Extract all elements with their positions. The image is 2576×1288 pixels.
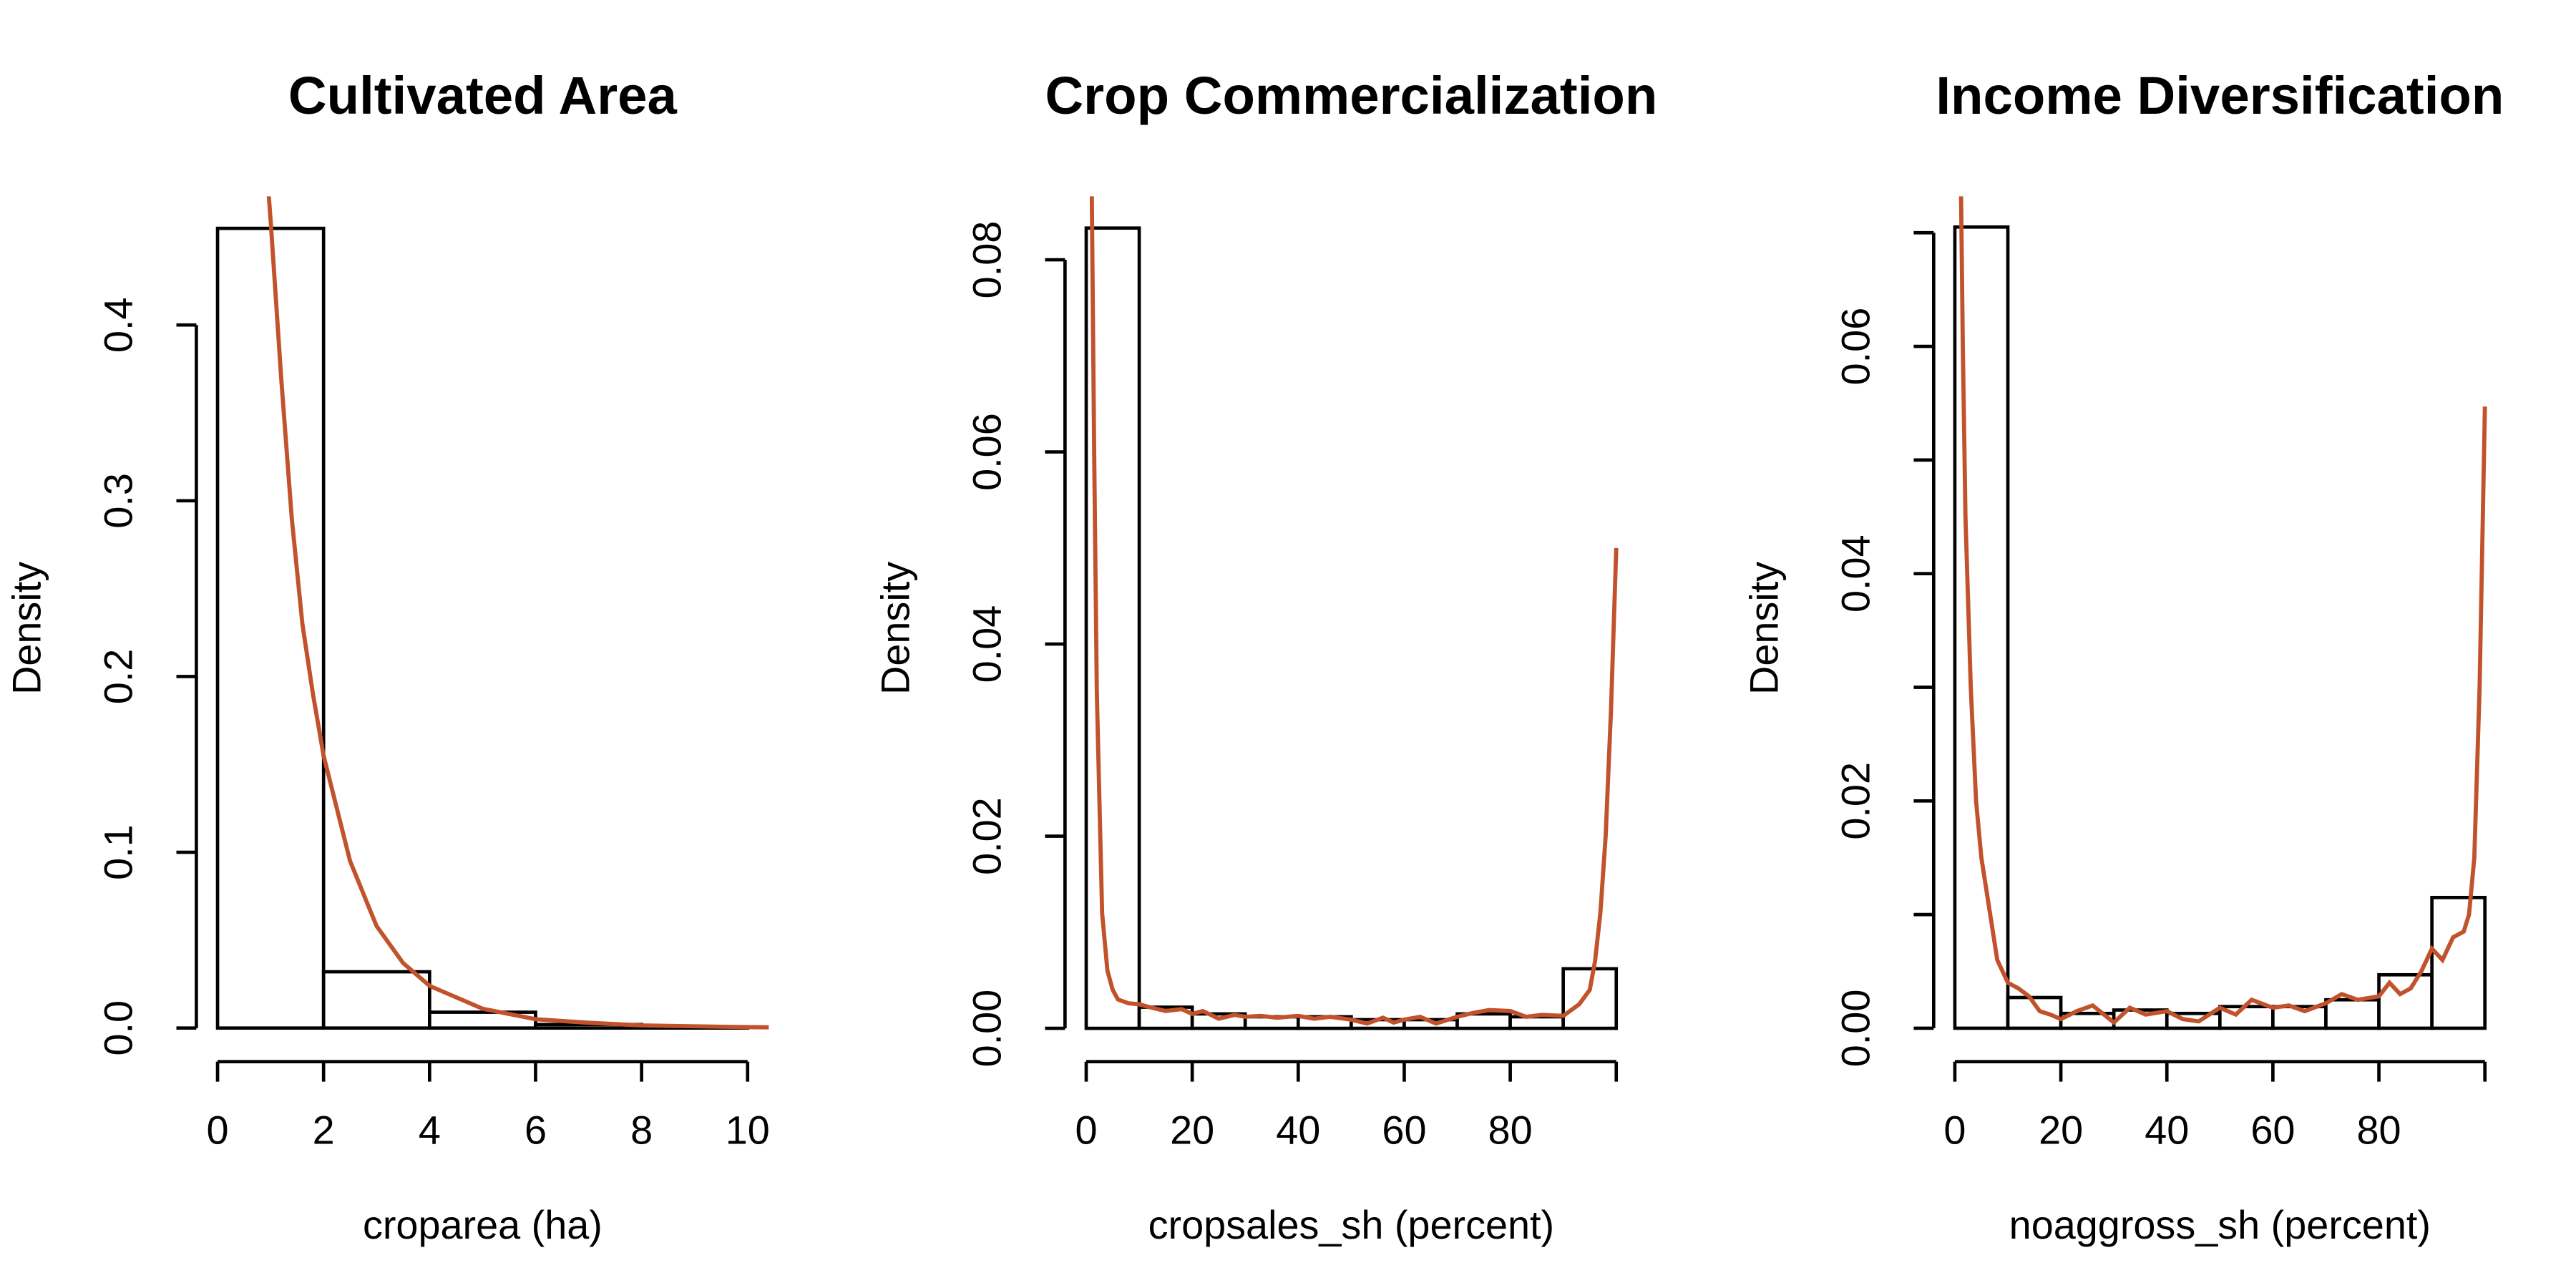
bar bbox=[215, 226, 326, 1030]
x-tick-label: 40 bbox=[2145, 1107, 2189, 1152]
y-tick-label: 0.08 bbox=[964, 221, 1009, 299]
x-tick-label: 60 bbox=[1382, 1107, 1426, 1152]
density-curve bbox=[1958, 196, 2487, 1025]
y-tick-label: 0.3 bbox=[96, 473, 141, 529]
density-curve bbox=[1089, 196, 1619, 1026]
chart-title: Cultivated Area bbox=[288, 66, 678, 125]
x-tick-label: 4 bbox=[419, 1107, 441, 1152]
bar bbox=[1508, 1015, 1565, 1030]
y-tick-label: 0.00 bbox=[1833, 990, 1878, 1068]
y-axis-label: Density bbox=[4, 562, 49, 695]
y-tick-label: 0.06 bbox=[1833, 308, 1878, 386]
x-tick-label: 0 bbox=[1075, 1107, 1097, 1152]
bar bbox=[1561, 967, 1619, 1030]
x-tick-label: 20 bbox=[2039, 1107, 2083, 1152]
x-axis-label: cropsales_sh (percent) bbox=[1148, 1202, 1555, 1247]
y-tick-label: 0.04 bbox=[1833, 535, 1878, 613]
y-tick-label: 0.02 bbox=[964, 797, 1009, 875]
y-tick-label: 0.04 bbox=[964, 605, 1009, 683]
x-tick-label: 80 bbox=[2357, 1107, 2401, 1152]
x-tick-label: 60 bbox=[2250, 1107, 2295, 1152]
y-axis-label: Density bbox=[873, 562, 918, 695]
y-tick-label: 0.2 bbox=[96, 649, 141, 705]
bar bbox=[2324, 997, 2381, 1030]
x-tick-label: 0 bbox=[207, 1107, 229, 1152]
bar bbox=[2430, 895, 2487, 1030]
x-tick-label: 40 bbox=[1276, 1107, 1320, 1152]
x-tick-label: 10 bbox=[726, 1107, 770, 1152]
x-tick-label: 20 bbox=[1170, 1107, 1214, 1152]
chart-title: Income Diversification bbox=[1936, 66, 2504, 125]
y-tick-label: 0.0 bbox=[96, 1000, 141, 1056]
y-axis-label: Density bbox=[1742, 562, 1787, 695]
x-tick-label: 8 bbox=[630, 1107, 653, 1152]
y-tick-label: 0.00 bbox=[964, 990, 1009, 1068]
y-tick-label: 0.1 bbox=[96, 824, 141, 880]
y-tick-label: 0.06 bbox=[964, 413, 1009, 491]
density-curve bbox=[266, 196, 769, 1030]
x-axis-label: croparea (ha) bbox=[363, 1202, 602, 1247]
x-tick-label: 80 bbox=[1488, 1107, 1533, 1152]
x-tick-label: 6 bbox=[525, 1107, 547, 1152]
y-tick-label: 0.4 bbox=[96, 297, 141, 353]
x-tick-label: 2 bbox=[313, 1107, 335, 1152]
x-tick-label: 0 bbox=[1943, 1107, 1966, 1152]
x-axis-label: noaggross_sh (percent) bbox=[2009, 1202, 2431, 1247]
chart-title: Crop Commercialization bbox=[1045, 66, 1657, 125]
bar bbox=[321, 970, 431, 1030]
y-tick-label: 0.02 bbox=[1833, 762, 1878, 840]
